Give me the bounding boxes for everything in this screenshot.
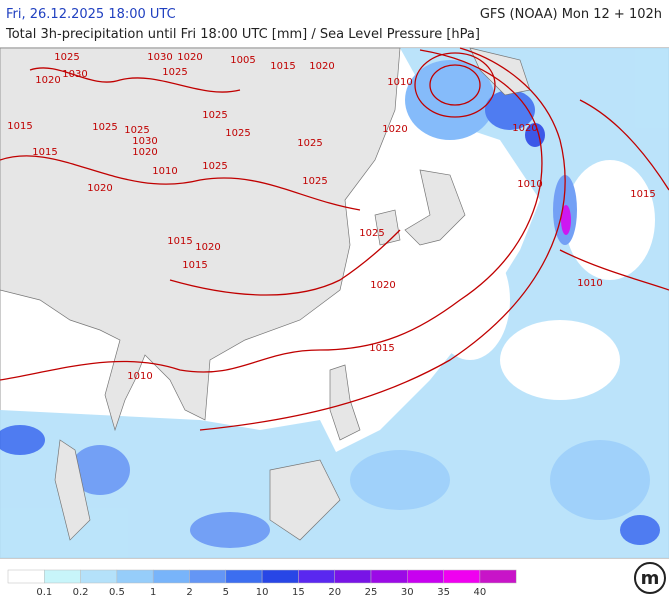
isobar-label: 1025 bbox=[359, 228, 384, 239]
legend-swatch bbox=[80, 569, 118, 584]
legend-label: 15 bbox=[292, 587, 305, 598]
land bbox=[0, 47, 531, 541]
isobar-label: 1025 bbox=[54, 52, 79, 63]
isobar-label: 1015 bbox=[182, 260, 207, 271]
legend-swatch bbox=[7, 569, 45, 584]
isobar-label: 1020 bbox=[195, 242, 220, 253]
isobar-label: 1020 bbox=[35, 75, 60, 86]
legend-label: 30 bbox=[401, 587, 414, 598]
legend-swatch bbox=[189, 569, 227, 584]
isobar-label: 1020 bbox=[87, 183, 112, 194]
isobar-label: 1010 bbox=[577, 278, 602, 289]
isobar-label: 1025 bbox=[225, 128, 250, 139]
logo bbox=[634, 562, 666, 594]
isobar-label: 1015 bbox=[167, 236, 192, 247]
valid-time: Fri, 26.12.2025 18:00 UTC bbox=[6, 7, 176, 22]
isobar-label: 1025 bbox=[162, 67, 187, 78]
isobar-label: 1010 bbox=[152, 166, 177, 177]
legend-swatch bbox=[443, 569, 481, 584]
isobar-label: 1020 bbox=[370, 280, 395, 291]
isobar-label: 1030 bbox=[132, 136, 157, 147]
isobar-label: 1030 bbox=[147, 52, 172, 63]
isobar-label: 1020 bbox=[132, 147, 157, 158]
legend-swatch bbox=[44, 569, 81, 584]
legend-label: 35 bbox=[437, 587, 450, 598]
isobar-label: 1020 bbox=[512, 123, 537, 134]
logo-text: m bbox=[641, 568, 660, 589]
legend-swatch bbox=[116, 569, 154, 584]
isobar-label: 1025 bbox=[202, 161, 227, 172]
legend-swatch bbox=[261, 569, 299, 584]
legend-label: 0.2 bbox=[73, 587, 89, 598]
isobar-label: 1015 bbox=[270, 61, 295, 72]
model-run: GFS (NOAA) Mon 12 + 102h bbox=[480, 7, 662, 22]
isobar-label: 1025 bbox=[202, 110, 227, 121]
legend-swatch bbox=[370, 569, 408, 584]
legend-swatch bbox=[225, 569, 263, 584]
isobar-label: 1015 bbox=[32, 147, 57, 158]
isobar-label: 1010 bbox=[387, 77, 412, 88]
isobar-label: 1015 bbox=[7, 121, 32, 132]
subtitle: Total 3h-precipitation until Fri 18:00 U… bbox=[5, 27, 480, 42]
isobars bbox=[0, 47, 669, 431]
legend-swatch bbox=[298, 569, 335, 584]
legend-label: 5 bbox=[223, 587, 229, 598]
legend-swatch bbox=[479, 569, 517, 584]
legend-label: 0.1 bbox=[36, 587, 52, 598]
isobar-label: 1010 bbox=[127, 371, 152, 382]
isobar-label: 1025 bbox=[302, 176, 327, 187]
legend-swatch bbox=[152, 569, 190, 584]
isobar-label: 1030 bbox=[62, 69, 87, 80]
legend-label: 10 bbox=[256, 587, 269, 598]
isobar-label: 1020 bbox=[177, 52, 202, 63]
isobar-label: 1020 bbox=[309, 61, 334, 72]
isobar-label: 1005 bbox=[230, 55, 255, 66]
legend-label: 2 bbox=[186, 587, 192, 598]
legend-label: 20 bbox=[328, 587, 341, 598]
isobar-label: 1025 bbox=[297, 138, 322, 149]
legend-swatch bbox=[334, 569, 372, 584]
isobar-label: 1025 bbox=[124, 125, 149, 136]
isobar-label: 1015 bbox=[369, 343, 394, 354]
legend-label: 40 bbox=[474, 587, 487, 598]
legend-label: 0.5 bbox=[109, 587, 125, 598]
legend-label: 1 bbox=[150, 587, 156, 598]
isobar-label: 1025 bbox=[92, 122, 117, 133]
legend-swatch bbox=[407, 569, 444, 584]
isobar-label: 1015 bbox=[630, 189, 655, 200]
isobar-label: 1010 bbox=[517, 179, 542, 190]
legend-label: 25 bbox=[365, 587, 378, 598]
isobar-label: 1020 bbox=[382, 124, 407, 135]
legend: 0.1 0.2 0.5 1 2 5 10 15 20 25 30 35 40 bbox=[7, 569, 517, 598]
